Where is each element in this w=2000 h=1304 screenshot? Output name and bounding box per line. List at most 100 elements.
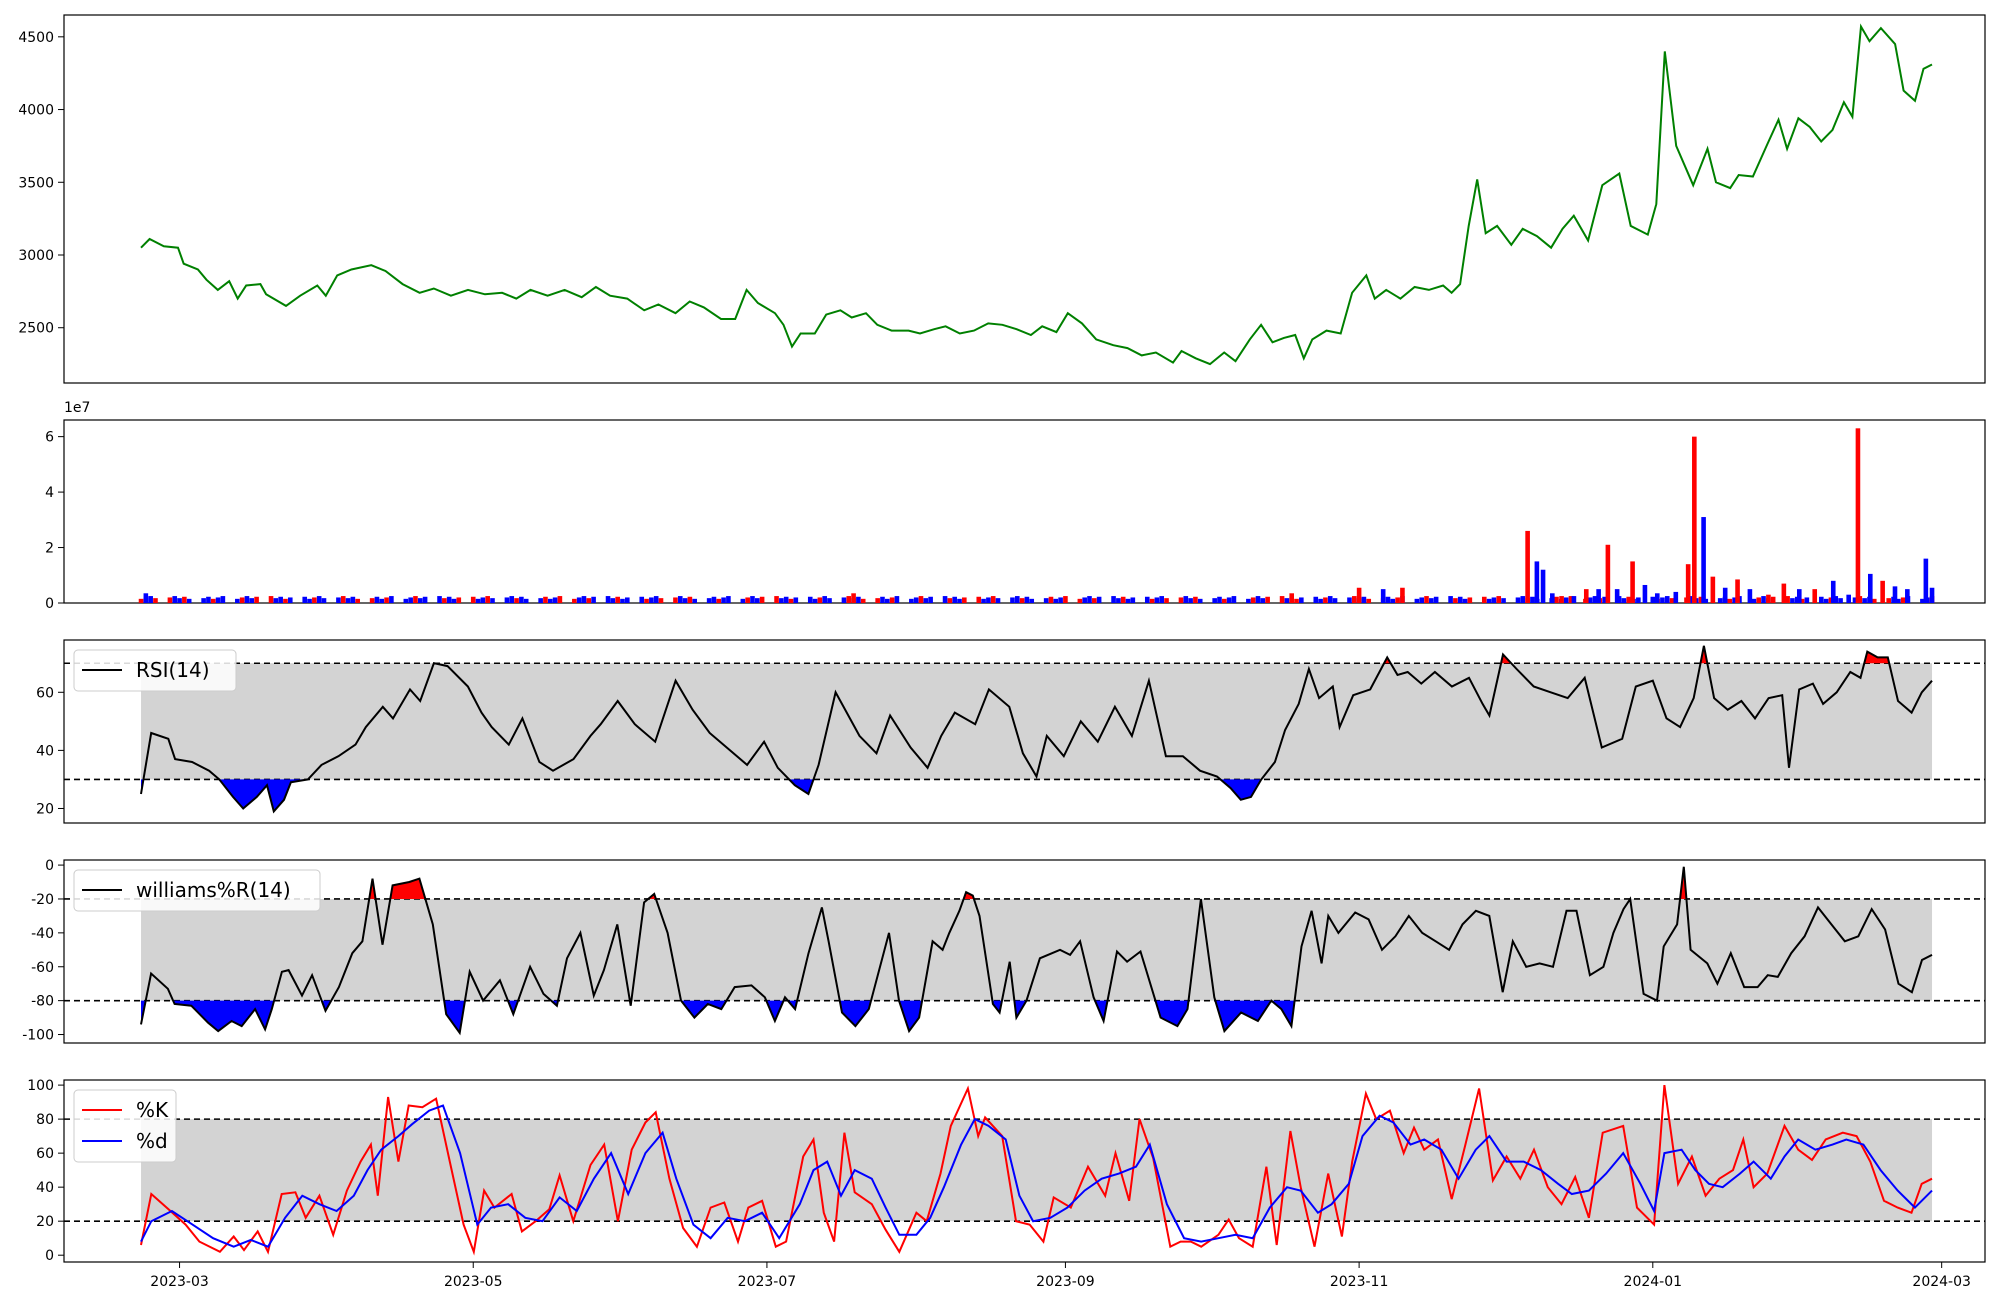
volume-bar [750,596,755,603]
volume-bar [759,596,765,603]
stochastic-panel-ytick-label: 40 [36,1180,54,1196]
volume-bar [1029,598,1035,603]
stochastic-d-line [140,1104,1933,1248]
volume-bar [182,596,187,603]
volume-bar [1664,596,1670,603]
volume-bar [1332,598,1338,603]
volume-bar [1790,598,1795,603]
volume-bar [677,596,683,603]
rsi-panel-frame [63,639,1986,824]
volume-bar [1862,598,1867,603]
volume-bar [1453,598,1458,603]
volume-bar [1602,596,1607,603]
volume-bar [1892,586,1898,603]
volume-bar [442,598,447,603]
volume-bar [422,596,428,603]
volume-bar [345,598,351,603]
stochastic-panel-legend-box [73,1089,177,1163]
volume-bar [1756,597,1762,603]
volume-panel-ytick-label: 2 [45,541,54,557]
volume-bar [1717,598,1723,603]
williams-panel-ytick-label: -100 [22,1028,54,1044]
volume-bar [827,598,832,603]
volume-bar [822,596,827,603]
volume-bar [1554,596,1559,603]
volume-bar [1462,598,1468,603]
volume-bar [952,596,957,603]
volume-bar [389,596,394,603]
stochastic-panel-frame [63,1079,1986,1263]
volume-bar [1048,596,1054,603]
volume-bar [1457,596,1463,603]
volume-bar [456,597,462,603]
volume-bar [1164,598,1169,603]
volume-bar [639,596,645,603]
rsi-panel-band [141,663,1933,780]
rsi-panel-ytick-label: 60 [36,685,54,701]
volume-bar [543,596,548,603]
volume-bar [1852,597,1858,603]
volume-bar [682,598,688,603]
volume-panel-ytick-label: 4 [45,485,54,501]
volume-bar [1636,597,1641,603]
volume-bar [538,598,543,603]
volume-bar [239,597,245,603]
volume-bar [278,596,283,603]
volume-bar [153,598,158,603]
volume-bar [1685,564,1691,603]
volume-bar [336,597,341,603]
rsi-panel-legend-box [73,649,237,692]
x-tick-label: 2023-09 [1036,1274,1095,1290]
volume-bar [1111,596,1116,603]
price-panel-frame [63,14,1986,384]
volume-bar [1380,589,1386,603]
volume-bar [1596,589,1601,603]
volume-bar [167,597,173,603]
williams-oversold-fill [173,1000,275,1032]
volume-bar [716,598,722,603]
volume-bar [1149,598,1155,603]
volume-bar [1092,598,1097,603]
volume-bar [884,598,890,603]
volume-bar [1265,596,1270,603]
volume-bar [514,598,519,603]
volume-bar [470,596,476,603]
price-series-line [140,23,1933,366]
williams-oversold-fill [1215,1000,1272,1032]
volume-bar [856,596,861,603]
volume-bar [379,598,385,603]
williams-series-line [140,866,1933,1036]
volume-bar [1583,589,1589,603]
volume-bar [1144,596,1150,603]
volume-bar [1630,561,1635,603]
price-panel-ytick-label: 2500 [18,321,54,337]
volume-bar [1540,569,1546,603]
williams-overbought-fill [390,878,426,899]
volume-bar [403,598,409,603]
volume-bar [1880,580,1885,603]
volume-bar [1571,596,1577,603]
volume-bar [1087,596,1092,603]
volume-bar [1351,596,1357,603]
volume-bar [138,598,144,603]
volume-bar [1226,597,1232,603]
volume-bar [1515,597,1521,603]
volume-bar [1838,598,1843,603]
volume-bar [947,598,953,603]
volume-bar [1833,596,1839,603]
volume-bar [1626,596,1632,603]
volume-bar [1400,587,1405,603]
volume-bar [316,596,322,603]
williams-oversold-fill [766,1000,784,1021]
rsi-oversold-fill [1220,779,1262,800]
rsi-series-line [140,645,1933,814]
williams-oversold-fill [839,1000,872,1027]
volume-bar [485,596,490,603]
volume-bar [413,596,418,603]
volume-bar [986,597,991,603]
volume-bar [1043,598,1049,603]
volume-bar [1250,597,1256,603]
volume-bar [942,596,948,603]
volume-bar [981,598,986,603]
